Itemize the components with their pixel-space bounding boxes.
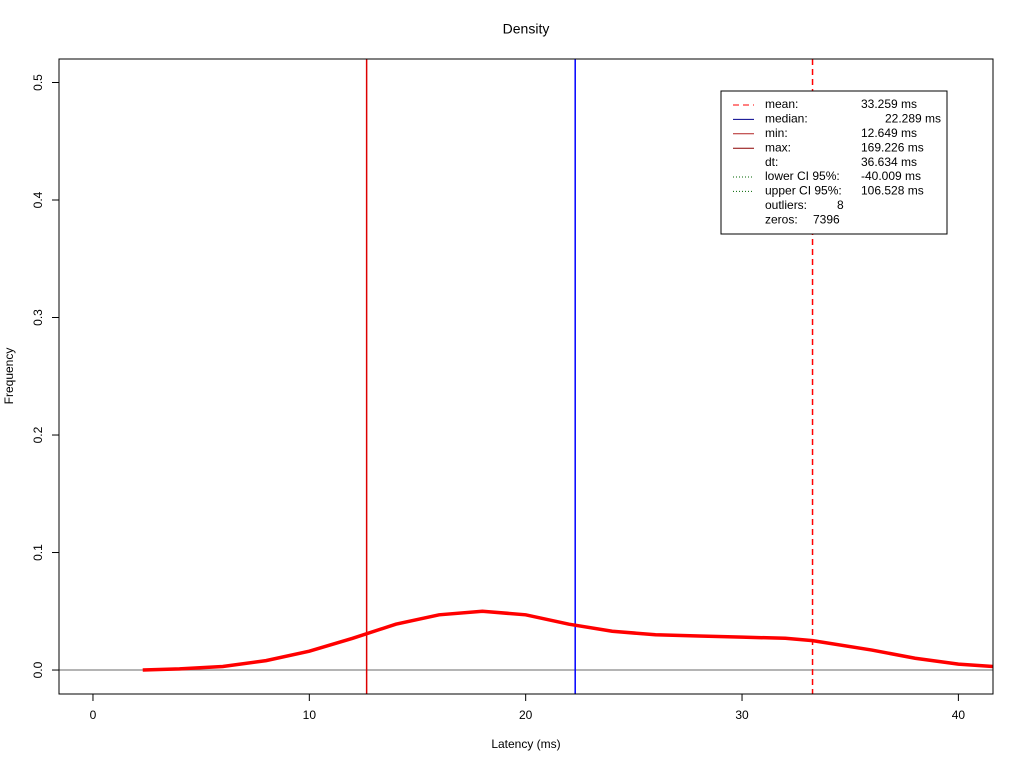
legend-label: upper CI 95%: [765,184,842,198]
legend-value: 33.259 ms [861,97,917,111]
y-tick-label: 0.0 [31,661,45,678]
legend-value: 106.528 ms [861,184,924,198]
legend-value: 12.649 ms [861,126,917,140]
density-line [142,609,994,672]
y-axis-label: Frequency [2,348,16,405]
legend-value: 36.634 ms [861,155,917,169]
legend-value: 8 [837,198,844,212]
legend-value: 7396 [813,212,840,226]
legend-value: 22.289 ms [885,112,941,126]
legend-label: mean: [765,97,798,111]
y-tick-label: 0.2 [31,426,45,443]
legend-value: -40.009 ms [861,169,921,183]
y-tick-label: 0.4 [31,191,45,208]
y-tick-label: 0.3 [31,309,45,326]
legend-label: zeros: [765,212,798,226]
legend-label: lower CI 95%: [765,169,840,183]
legend-value: 169.226 ms [861,140,924,154]
legend-label: outliers: [765,198,807,212]
legend-label: median: [765,112,808,126]
y-tick-label: 0.1 [31,544,45,561]
y-tick-label: 0.5 [31,74,45,91]
x-tick-label: 0 [90,708,97,722]
x-tick-label: 20 [519,708,533,722]
x-tick-label: 30 [735,708,749,722]
legend-box [720,90,948,235]
x-tick-label: 10 [303,708,317,722]
legend-label: dt: [765,155,778,169]
chart-title: Density [503,21,550,37]
legend-label: max: [765,140,791,154]
x-axis-label: Latency (ms) [491,737,560,751]
x-tick-label: 40 [952,708,966,722]
legend-label: min: [765,126,788,140]
